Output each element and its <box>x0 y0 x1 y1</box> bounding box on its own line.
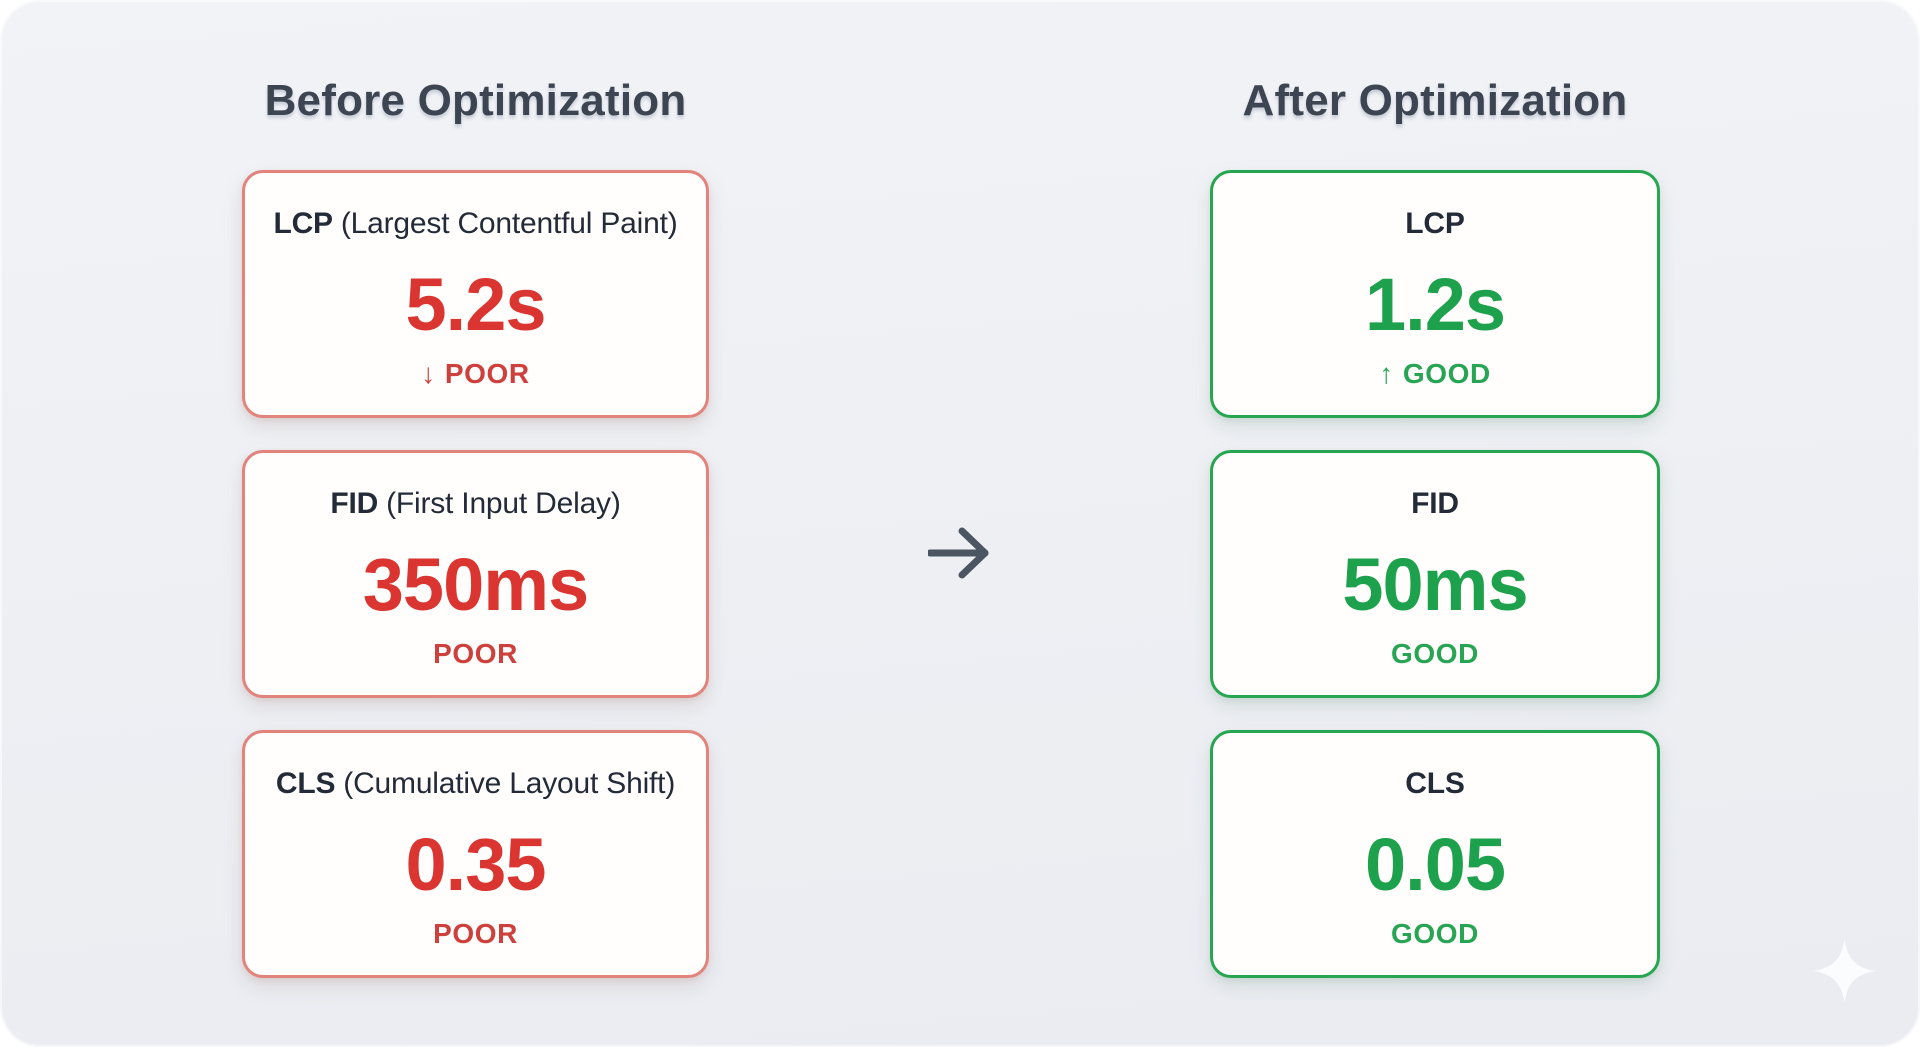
metric-card-after-lcp: LCP 1.2s ↑ GOOD <box>1210 170 1660 418</box>
metric-acronym: FID <box>330 487 379 520</box>
metric-title: CLS (Cumulative Layout Shift) <box>276 767 675 801</box>
metric-card-before-lcp: LCP (Largest Contentful Paint) 5.2s ↓ POOR <box>242 170 709 418</box>
arrow-right-icon <box>928 527 992 579</box>
after-title: After Optimization <box>1242 76 1628 125</box>
status-badge: ↑ GOOD <box>1379 359 1491 389</box>
metric-value: 0.05 <box>1364 823 1506 906</box>
metric-value: 5.2s <box>405 263 546 346</box>
trend-up-icon: ↑ <box>1379 358 1394 389</box>
metric-title: FID (First Input Delay) <box>330 487 621 521</box>
status-badge: GOOD <box>1391 919 1479 949</box>
metric-acronym: FID <box>1411 487 1459 520</box>
metric-title: CLS <box>1405 767 1465 801</box>
sparkle-icon <box>1811 937 1878 1005</box>
metric-title: LCP <box>1405 207 1465 241</box>
metric-acronym: CLS <box>1405 767 1465 800</box>
metric-card-before-cls: CLS (Cumulative Layout Shift) 0.35 POOR <box>242 730 709 978</box>
metric-value: 1.2s <box>1364 263 1506 346</box>
status-badge: POOR <box>433 639 518 669</box>
metric-card-after-cls: CLS 0.05 GOOD <box>1210 730 1660 978</box>
status-badge: GOOD <box>1391 639 1479 669</box>
metric-card-before-fid: FID (First Input Delay) 350ms POOR <box>242 450 709 698</box>
metric-fullname: (Cumulative Layout Shift) <box>343 767 676 800</box>
status-label: GOOD <box>1391 918 1479 949</box>
status-label: POOR <box>444 358 530 389</box>
metric-acronym: LCP <box>273 207 333 240</box>
metric-title: FID <box>1411 487 1459 521</box>
before-column: Before Optimization LCP (Largest Contentf… <box>242 0 709 1047</box>
metric-acronym: CLS <box>275 767 336 800</box>
metric-fullname: (Largest Contentful Paint) <box>340 207 678 240</box>
trend-down-icon: ↓ <box>421 358 436 389</box>
metric-value: 350ms <box>362 543 589 626</box>
metric-acronym: LCP <box>1405 207 1465 240</box>
after-column: After Optimization LCP 1.2s ↑ GOOD FID 50… <box>1210 0 1660 1047</box>
metric-value: 0.35 <box>405 823 546 906</box>
status-label: GOOD <box>1391 638 1479 669</box>
metric-fullname: (First Input Delay) <box>386 487 621 520</box>
metric-card-after-fid: FID 50ms GOOD <box>1210 450 1660 698</box>
status-label: POOR <box>433 918 518 949</box>
status-label: POOR <box>433 638 518 669</box>
status-label: GOOD <box>1402 358 1491 389</box>
status-badge: ↓ POOR <box>421 359 529 389</box>
status-badge: POOR <box>433 919 518 949</box>
metric-title: LCP (Largest Contentful Paint) <box>273 207 677 241</box>
metric-value: 50ms <box>1342 543 1528 626</box>
before-title: Before Optimization <box>264 76 687 125</box>
